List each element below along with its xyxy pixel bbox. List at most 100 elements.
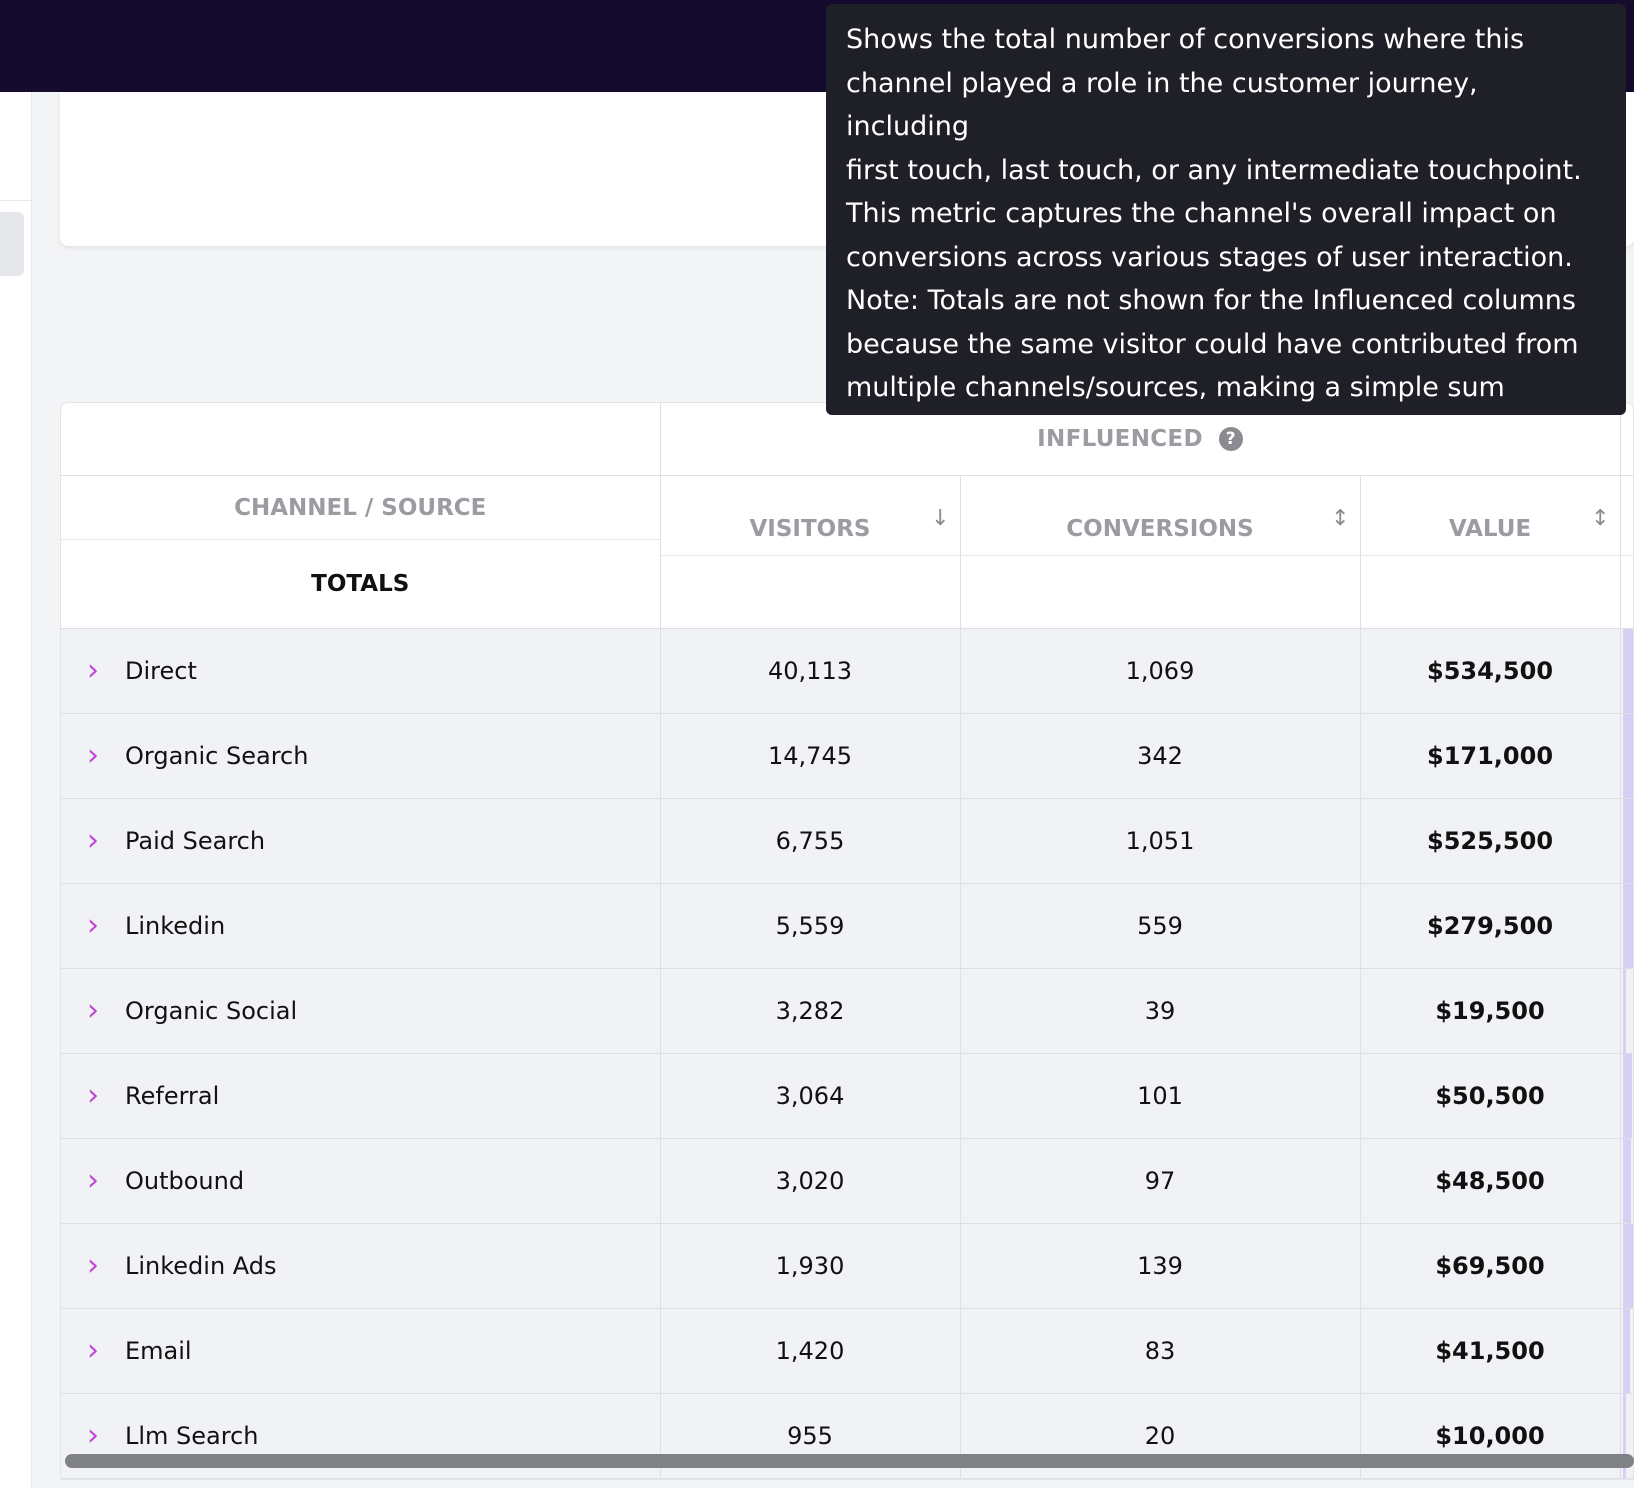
chevron-right-icon[interactable]: › bbox=[87, 737, 99, 773]
conversions-cell: 559 bbox=[960, 883, 1361, 969]
channel-cell[interactable]: › Linkedin bbox=[61, 883, 661, 969]
value-header-label: VALUE bbox=[1448, 516, 1532, 543]
overflow-total-cell bbox=[1620, 555, 1633, 629]
value-cell: $19,500 bbox=[1360, 968, 1621, 1054]
value-cell: $41,500 bbox=[1360, 1308, 1621, 1394]
chevron-right-icon[interactable]: › bbox=[87, 1077, 99, 1113]
channel-cell[interactable]: › Referral bbox=[61, 1053, 661, 1139]
channel-name: Organic Social bbox=[125, 996, 298, 1025]
visitors-header-label: VISITORS bbox=[749, 516, 871, 543]
help-icon[interactable]: ? bbox=[1218, 427, 1243, 452]
visitors-total-cell bbox=[660, 555, 961, 629]
sidebar-collapse-handle[interactable] bbox=[0, 212, 24, 276]
chevron-right-icon[interactable]: › bbox=[87, 652, 99, 688]
visitors-cell: 5,559 bbox=[660, 883, 961, 969]
chevron-right-icon[interactable]: › bbox=[87, 1332, 99, 1368]
table-row[interactable]: › Paid Search 6,755 1,051 $525,500 bbox=[61, 798, 1633, 884]
overflow-cell bbox=[1620, 798, 1633, 884]
tooltip-line: first touch, last touch, or any intermed… bbox=[846, 154, 1582, 186]
channel-name: Linkedin Ads bbox=[125, 1251, 277, 1280]
table-row[interactable]: › Organic Social 3,282 39 $19,500 bbox=[61, 968, 1633, 1054]
influenced-label: INFLUENCED bbox=[1037, 425, 1203, 452]
conversions-cell: 83 bbox=[960, 1308, 1361, 1394]
conversions-header-label: CONVERSIONS bbox=[1066, 516, 1254, 543]
table-row[interactable]: › Direct 40,113 1,069 $534,500 bbox=[61, 628, 1633, 714]
channel-cell[interactable]: › Direct bbox=[61, 628, 661, 714]
sort-icon[interactable]: ↕ bbox=[1591, 505, 1610, 531]
channel-cell[interactable]: › Outbound bbox=[61, 1138, 661, 1224]
channel-cell[interactable]: › Organic Social bbox=[61, 968, 661, 1054]
visitors-cell: 3,064 bbox=[660, 1053, 961, 1139]
channel-source-header[interactable]: CHANNEL / SOURCE bbox=[61, 476, 660, 540]
overflow-bar bbox=[1622, 1393, 1626, 1478]
chevron-right-icon[interactable]: › bbox=[87, 992, 99, 1028]
conversions-total-cell bbox=[960, 555, 1361, 629]
overflow-cell bbox=[1620, 1138, 1633, 1224]
channel-name: Paid Search bbox=[125, 826, 266, 855]
conversions-cell: 342 bbox=[960, 713, 1361, 799]
table-row[interactable]: › Organic Search 14,745 342 $171,000 bbox=[61, 713, 1633, 799]
table-row[interactable]: › Outbound 3,020 97 $48,500 bbox=[61, 1138, 1633, 1224]
chevron-right-icon[interactable]: › bbox=[87, 1247, 99, 1283]
totals-label: TOTALS bbox=[311, 570, 410, 597]
conversions-cell: 1,069 bbox=[960, 628, 1361, 714]
influenced-group-header: INFLUENCED? bbox=[660, 403, 1621, 476]
tooltip-line: This metric captures the channel's overa… bbox=[846, 198, 1557, 229]
channel-name: Organic Search bbox=[125, 741, 309, 770]
conversions-cell: 39 bbox=[960, 968, 1361, 1054]
sort-descending-icon[interactable]: ↓ bbox=[931, 505, 950, 531]
chevron-right-icon[interactable]: › bbox=[87, 1162, 99, 1198]
chevron-right-icon[interactable]: › bbox=[87, 822, 99, 858]
channel-cell[interactable]: › Linkedin Ads bbox=[61, 1223, 661, 1309]
table-row[interactable]: › Referral 3,064 101 $50,500 bbox=[61, 1053, 1633, 1139]
table-row[interactable]: › Linkedin Ads 1,930 139 $69,500 bbox=[61, 1223, 1633, 1309]
tooltip-line: misleading. bbox=[846, 415, 1003, 447]
tooltip-line: channel played a role in the customer jo… bbox=[846, 67, 1478, 143]
value-cell: $50,500 bbox=[1360, 1053, 1621, 1139]
channel-cell[interactable]: › Paid Search bbox=[61, 798, 661, 884]
value-total-cell bbox=[1360, 555, 1621, 629]
overflow-bar bbox=[1622, 1053, 1632, 1138]
overflow-cell bbox=[1620, 1053, 1633, 1139]
value-cell: $525,500 bbox=[1360, 798, 1621, 884]
value-cell: $534,500 bbox=[1360, 628, 1621, 714]
table-body: › Direct 40,113 1,069 $534,500 › Organic S… bbox=[61, 628, 1633, 1479]
channel-attribution-table: INFLUENCED? CHANNEL / SOURCE TOTALS VISI… bbox=[60, 402, 1634, 1480]
value-column-header[interactable]: VALUE ↕ bbox=[1360, 475, 1621, 557]
visitors-cell: 3,020 bbox=[660, 1138, 961, 1224]
overflow-column-header bbox=[1620, 475, 1633, 557]
tooltip-line: Shows the total number of conversions wh… bbox=[846, 24, 1525, 55]
left-sidebar-rail bbox=[0, 92, 32, 1488]
conversions-cell: 1,051 bbox=[960, 798, 1361, 884]
influenced-help-tooltip: Shows the total number of conversions wh… bbox=[826, 4, 1626, 447]
overflow-bar bbox=[1622, 968, 1626, 1053]
value-cell: $48,500 bbox=[1360, 1138, 1621, 1224]
overflow-cell bbox=[1620, 968, 1633, 1054]
channel-cell[interactable]: › Organic Search bbox=[61, 713, 661, 799]
tooltip-line: Note: Totals are not shown for the Influ… bbox=[846, 285, 1576, 316]
sort-icon[interactable]: ↕ bbox=[1331, 505, 1350, 531]
tooltip-line: multiple channels/sources, making a simp… bbox=[846, 372, 1505, 403]
visitors-column-header[interactable]: VISITORS ↓ bbox=[660, 475, 961, 557]
tooltip-line: because the same visitor could have cont… bbox=[846, 328, 1579, 360]
chevron-right-icon[interactable]: › bbox=[87, 907, 99, 943]
table-row[interactable]: › Email 1,420 83 $41,500 bbox=[61, 1308, 1633, 1394]
value-cell: $69,500 bbox=[1360, 1223, 1621, 1309]
conversions-cell: 139 bbox=[960, 1223, 1361, 1309]
overflow-cell bbox=[1620, 1223, 1633, 1309]
channel-name: Llm Search bbox=[125, 1421, 259, 1450]
conversions-cell: 97 bbox=[960, 1138, 1361, 1224]
table-row[interactable]: › Linkedin 5,559 559 $279,500 bbox=[61, 883, 1633, 969]
overflow-cell bbox=[1620, 883, 1633, 969]
visitors-cell: 6,755 bbox=[660, 798, 961, 884]
channel-name: Outbound bbox=[125, 1166, 245, 1195]
chevron-right-icon[interactable]: › bbox=[87, 1417, 99, 1453]
value-cell: $279,500 bbox=[1360, 883, 1621, 969]
overflow-cell bbox=[1620, 1308, 1633, 1394]
conversions-column-header[interactable]: CONVERSIONS ↕ bbox=[960, 475, 1361, 557]
overflow-bar bbox=[1622, 628, 1633, 713]
channel-cell[interactable]: › Email bbox=[61, 1308, 661, 1394]
visitors-cell: 1,420 bbox=[660, 1308, 961, 1394]
visitors-cell: 3,282 bbox=[660, 968, 961, 1054]
horizontal-scrollbar[interactable] bbox=[65, 1454, 1634, 1468]
